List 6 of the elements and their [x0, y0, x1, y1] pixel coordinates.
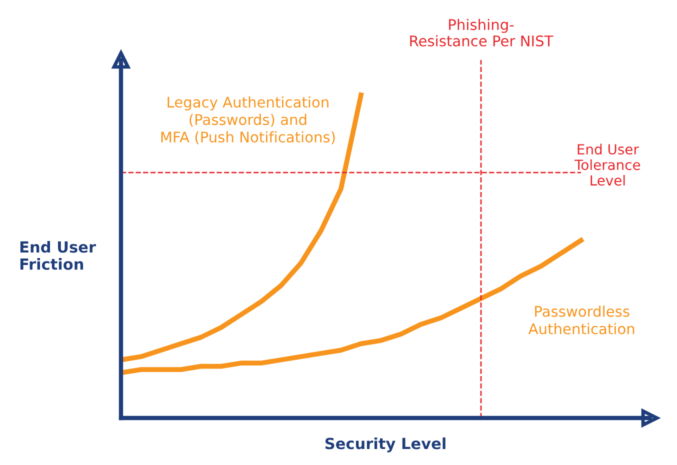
text: Phishing- Resistance Per NIST — [410, 18, 554, 46]
series-label: Passwordless Authentication — [528, 306, 634, 334]
y-axis-title: End User Friction — [20, 240, 96, 270]
ref-line-label: End User Tolerance Level — [574, 144, 640, 186]
series-label: Legacy Authentication (Passwords) and MFA (Push Notifications) — [161, 96, 335, 144]
x-axis-title: Security Level — [325, 437, 446, 452]
